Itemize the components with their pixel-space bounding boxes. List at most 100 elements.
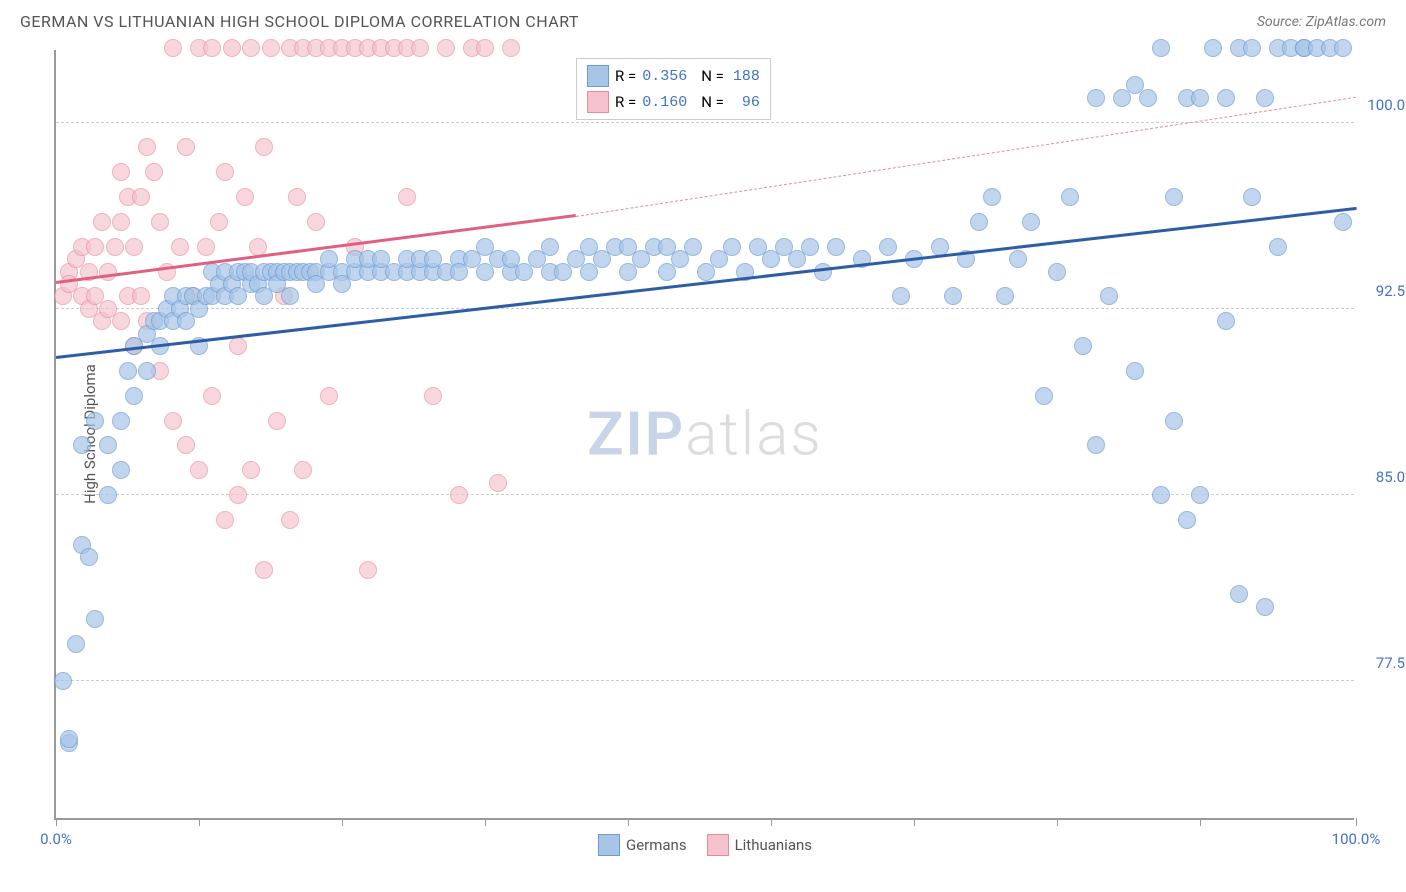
- germans-point: [73, 436, 91, 454]
- germans-point: [1165, 412, 1183, 430]
- germans-point: [1139, 89, 1157, 107]
- germans-point: [1204, 39, 1222, 57]
- lithuanians-point: [255, 561, 273, 579]
- lithuanians-point: [138, 138, 156, 156]
- lithuanians-point: [190, 461, 208, 479]
- germans-point: [723, 238, 741, 256]
- x-tick: [342, 818, 343, 826]
- legend-r-label: R =: [615, 67, 636, 85]
- lithuanians-point: [229, 486, 247, 504]
- gridline: [56, 122, 1354, 123]
- legend-swatch: [598, 834, 620, 856]
- lithuanians-point: [288, 188, 306, 206]
- lithuanians-point: [242, 39, 260, 57]
- lithuanians-point: [236, 188, 254, 206]
- lithuanians-point: [307, 213, 325, 231]
- germans-point: [996, 287, 1014, 305]
- lithuanians-point: [112, 312, 130, 330]
- legend-label: Lithuanians: [735, 836, 812, 854]
- legend-n-value: 188: [730, 68, 760, 85]
- legend-n-value: 96: [730, 94, 760, 111]
- lithuanians-point: [216, 511, 234, 529]
- x-tick-label: 0.0%: [40, 830, 72, 848]
- lithuanians-point: [411, 39, 429, 57]
- lithuanians-point: [255, 138, 273, 156]
- germans-point: [86, 610, 104, 628]
- watermark-atlas: atlas: [685, 399, 823, 470]
- germans-point: [944, 287, 962, 305]
- legend-row-lithuanians: R =0.160N =96: [587, 89, 760, 115]
- germans-point: [138, 362, 156, 380]
- germans-point: [814, 263, 832, 281]
- lithuanians-point: [132, 188, 150, 206]
- germans-point: [1100, 287, 1118, 305]
- legend-swatch: [587, 65, 609, 87]
- lithuanians-point: [145, 163, 163, 181]
- lithuanians-point: [203, 39, 221, 57]
- lithuanians-point: [112, 163, 130, 181]
- lithuanians-point: [106, 238, 124, 256]
- germans-point: [1087, 436, 1105, 454]
- germans-point: [54, 672, 72, 690]
- germans-point: [1074, 337, 1092, 355]
- germans-point: [1217, 89, 1235, 107]
- germans-point: [1035, 387, 1053, 405]
- germans-point: [827, 238, 845, 256]
- x-tick: [771, 818, 772, 826]
- lithuanians-point: [502, 39, 520, 57]
- lithuanians-point: [151, 213, 169, 231]
- lithuanians-point: [242, 461, 260, 479]
- gridline: [56, 308, 1354, 309]
- lithuanians-point: [171, 238, 189, 256]
- lithuanians-point: [125, 238, 143, 256]
- germans-point: [1334, 39, 1352, 57]
- germans-point: [1022, 213, 1040, 231]
- germans-point: [60, 730, 78, 748]
- germans-point: [879, 238, 897, 256]
- legend-n-label: N =: [701, 93, 724, 111]
- x-tick: [485, 818, 486, 826]
- germans-point: [892, 287, 910, 305]
- lithuanians-point: [164, 39, 182, 57]
- watermark-zip: ZIP: [587, 399, 685, 470]
- germans-point: [281, 287, 299, 305]
- lithuanians-point: [229, 337, 247, 355]
- lithuanians-point: [398, 188, 416, 206]
- germans-point: [1256, 89, 1274, 107]
- germans-point: [1191, 89, 1209, 107]
- germans-point: [99, 486, 117, 504]
- lithuanians-point: [359, 561, 377, 579]
- germans-point: [1256, 598, 1274, 616]
- lithuanians-point: [112, 213, 130, 231]
- legend-swatch: [587, 91, 609, 113]
- germans-point: [1061, 188, 1079, 206]
- lithuanians-point: [489, 474, 507, 492]
- germans-point: [684, 238, 702, 256]
- germans-point: [1230, 585, 1248, 603]
- lithuanians-point: [132, 287, 150, 305]
- lithuanians-point: [450, 486, 468, 504]
- chart-title: GERMAN VS LITHUANIAN HIGH SCHOOL DIPLOMA…: [20, 12, 579, 31]
- lithuanians-point: [93, 213, 111, 231]
- lithuanians-point: [197, 238, 215, 256]
- lithuanians-point: [268, 412, 286, 430]
- y-tick-label: 92.5%: [1376, 282, 1406, 300]
- germans-point: [99, 436, 117, 454]
- germans-point: [67, 635, 85, 653]
- lithuanians-point: [86, 238, 104, 256]
- legend-row-germans: R =0.356N =188: [587, 63, 760, 89]
- germans-point: [1217, 312, 1235, 330]
- x-tick: [199, 818, 200, 826]
- legend-n-label: N =: [701, 67, 724, 85]
- x-tick: [628, 818, 629, 826]
- legend-item: Lithuanians: [707, 834, 812, 856]
- chart-plot-area: High School Diploma ZIPatlas R =0.356N =…: [54, 50, 1354, 820]
- legend-label: Germans: [626, 836, 687, 854]
- x-tick-label: 100.0%: [1332, 830, 1381, 848]
- germans-point: [1048, 263, 1066, 281]
- germans-point: [80, 548, 98, 566]
- lithuanians-point: [99, 263, 117, 281]
- y-tick-label: 77.5%: [1376, 654, 1406, 672]
- lithuanians-point: [437, 39, 455, 57]
- watermark: ZIPatlas: [587, 399, 823, 470]
